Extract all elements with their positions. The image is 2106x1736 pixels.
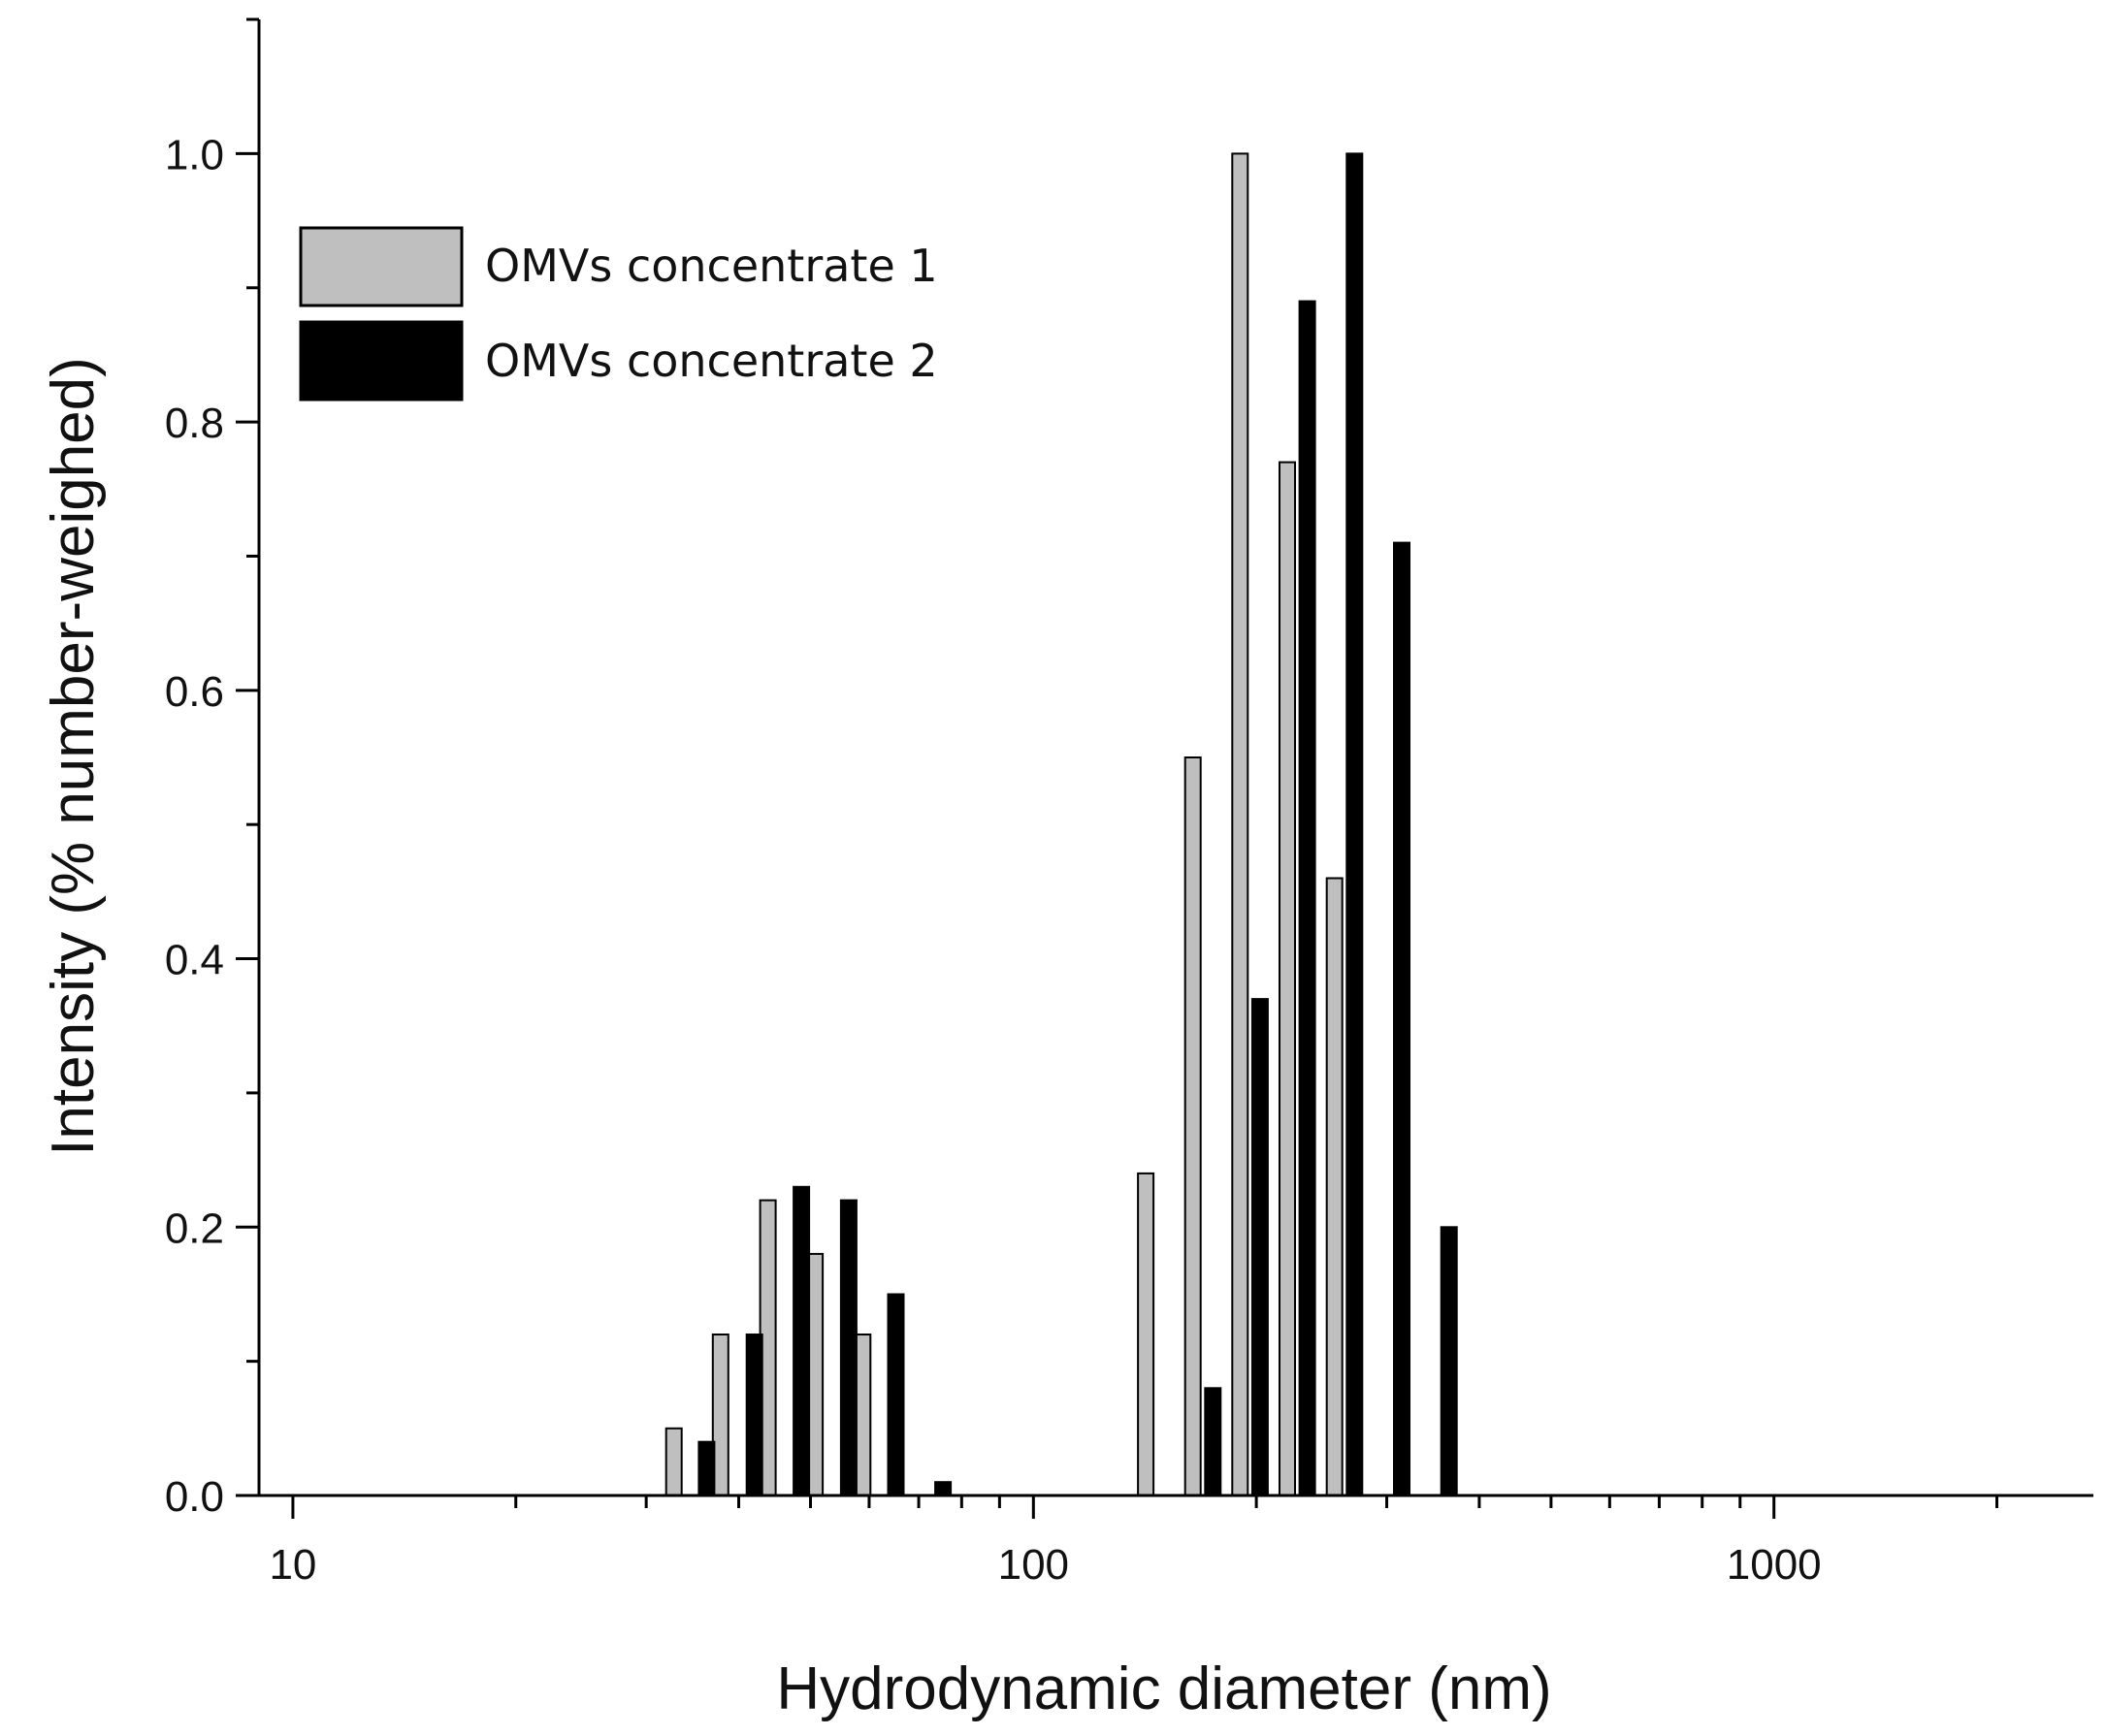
bar-series-1-0 [664,1427,683,1497]
bar-series-1-5 [1137,1172,1155,1497]
bar-series-2-4 [887,1293,905,1496]
y-tick-label: 0.4 [165,937,224,984]
bar-series-2-0 [697,1440,716,1496]
bar-series-2-5 [934,1481,953,1496]
bar-series-2-3 [839,1199,858,1496]
bar-series-1-6 [1183,756,1202,1496]
legend-label-series-2: OMVs concentrate 2 [485,335,938,387]
bar-series-2-2 [793,1185,811,1497]
x-axis-title: Hydrodynamic diameter (nm) [776,1656,1551,1722]
bar-series-1-9 [1325,877,1344,1496]
legend: OMVs concentrate 1 OMVs concentrate 2 [299,226,938,402]
legend-swatch-series-1 [299,226,464,307]
y-tick-label: 0.6 [165,668,224,716]
y-tick-label: 1.0 [165,131,224,178]
bar-series-2-11 [1440,1226,1458,1497]
bar-series-1-8 [1279,461,1296,1497]
axes: 0.0 0.2 0.4 0.6 0.8 1.0 10 100 1000 [165,17,2093,1589]
y-axis-title: Intensity (% number-weighed) [40,357,107,1156]
bar-series-2-6 [1204,1387,1222,1497]
series-1-bars [664,152,1344,1497]
bar-series-2-10 [1393,541,1410,1496]
x-tick-label: 1000 [1727,1541,1822,1589]
bar-series-2-7 [1250,998,1269,1496]
legend-label-series-1: OMVs concentrate 1 [485,240,938,292]
bar-series-2-8 [1298,300,1316,1497]
y-tick-label: 0.8 [165,400,224,447]
x-tick-label: 10 [269,1541,316,1589]
legend-swatch-series-2 [299,320,464,402]
bar-series-2-9 [1345,152,1364,1496]
bar-series-1-7 [1231,152,1249,1496]
bar-series-2-1 [745,1334,763,1496]
x-tick-label: 100 [998,1541,1069,1589]
y-tick-label: 0.0 [165,1473,224,1521]
y-tick-label: 0.2 [165,1205,224,1252]
